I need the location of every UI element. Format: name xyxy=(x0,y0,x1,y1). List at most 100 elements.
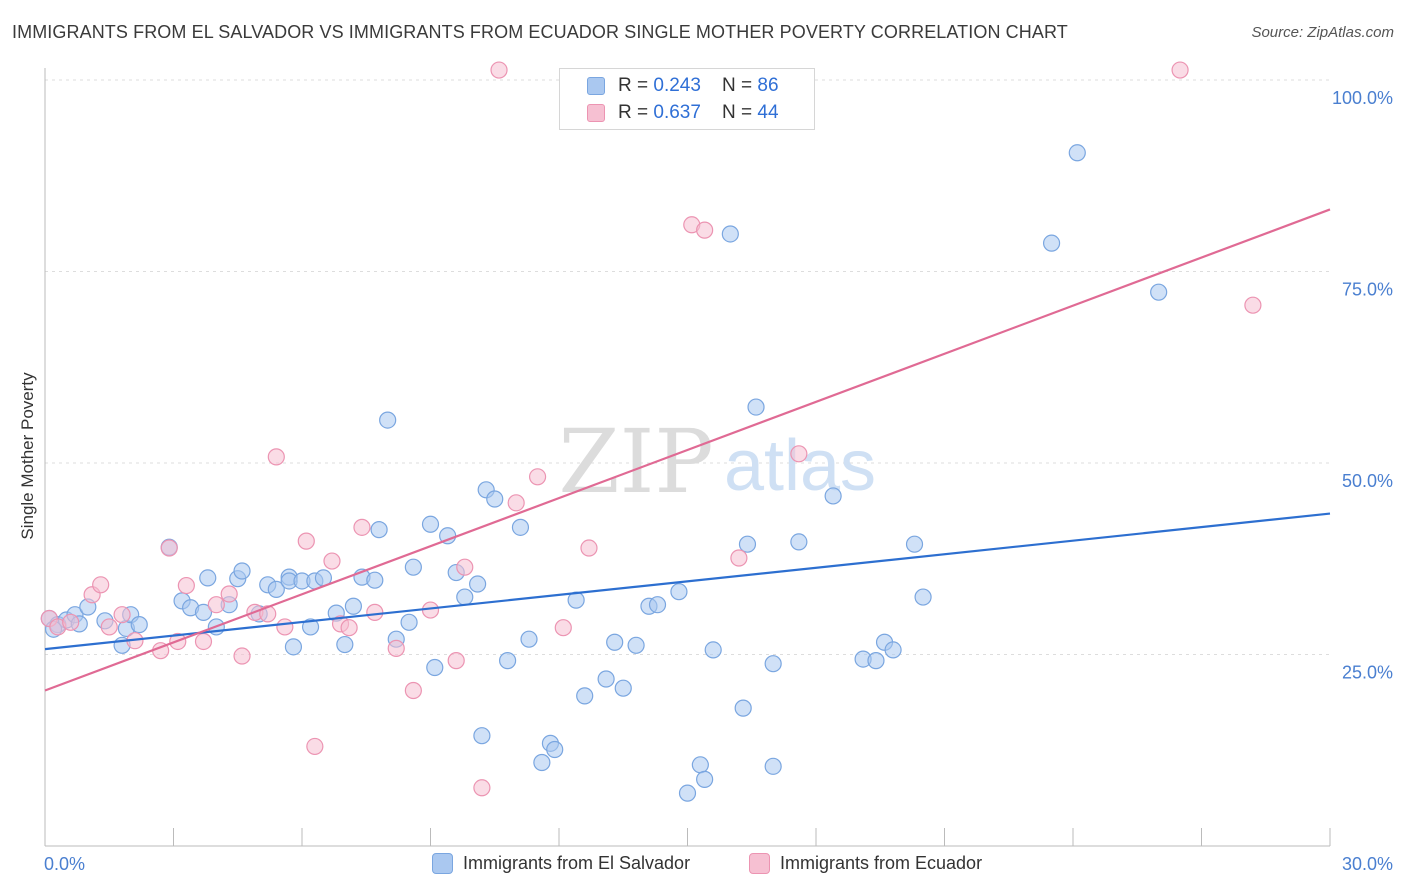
point-ecuador xyxy=(696,221,714,239)
point-ecuador xyxy=(233,647,251,665)
point-ecuador xyxy=(306,737,324,756)
point-el-salvador xyxy=(867,652,885,670)
point-ecuador xyxy=(100,618,118,636)
point-el-salvador xyxy=(790,533,808,551)
bottom-legend-label: Immigrants from El Salvador xyxy=(463,853,691,873)
point-ecuador xyxy=(580,539,598,557)
axes xyxy=(44,68,1331,847)
point-el-salvador xyxy=(511,518,530,536)
point-el-salvador xyxy=(370,521,388,539)
chart-title: IMMIGRANTS FROM EL SALVADOR VS IMMIGRANT… xyxy=(12,22,1068,42)
point-el-salvador xyxy=(721,225,739,243)
legend-n-label: N = xyxy=(722,75,758,96)
bottom-legend-label: Immigrants from Ecuador xyxy=(780,853,983,873)
bottom-legend-swatch-blue xyxy=(432,853,453,874)
point-ecuador xyxy=(194,632,213,651)
point-ecuador xyxy=(259,605,277,623)
correlation-legend: R = 0.243 N = 86 R = 0.637 N = 44 xyxy=(559,68,815,130)
point-el-salvador xyxy=(456,588,474,606)
point-ecuador xyxy=(1171,61,1189,79)
point-el-salvador xyxy=(884,641,902,659)
y-tick-label: 50.0% xyxy=(1342,471,1393,491)
point-el-salvador xyxy=(426,658,444,677)
point-el-salvador xyxy=(678,784,697,802)
watermark: ZIP atlas xyxy=(558,410,876,513)
watermark-atlas: atlas xyxy=(724,426,876,506)
point-el-salvador xyxy=(404,558,422,576)
point-el-salvador xyxy=(747,398,765,416)
point-ecuador xyxy=(473,779,491,797)
point-el-salvador xyxy=(764,757,782,775)
point-el-salvador xyxy=(576,687,594,705)
point-el-salvador xyxy=(914,588,932,606)
point-ecuador xyxy=(456,558,474,576)
point-el-salvador xyxy=(606,633,624,651)
bottom-legend-swatch-pink xyxy=(749,853,770,874)
x-tick-labels: 0.0% 30.0% xyxy=(44,854,1393,874)
point-el-salvador xyxy=(199,569,217,587)
point-el-salvador xyxy=(704,641,722,659)
legend-r-value: 0.637 xyxy=(653,102,701,123)
point-el-salvador xyxy=(267,580,285,598)
trend-line-el-salvador xyxy=(44,512,1331,651)
legend-r-value: 0.243 xyxy=(653,75,701,96)
point-ecuador xyxy=(113,606,131,624)
watermark-zip: ZIP xyxy=(558,410,713,513)
point-el-salvador xyxy=(546,740,564,759)
point-el-salvador xyxy=(614,679,632,697)
legend-swatch-pink xyxy=(587,104,605,122)
point-ecuador xyxy=(340,619,358,637)
point-el-salvador xyxy=(1042,234,1061,252)
point-el-salvador xyxy=(533,753,551,772)
point-ecuador xyxy=(353,518,371,536)
point-el-salvador xyxy=(670,583,688,601)
legend-r-label: R = xyxy=(618,75,654,96)
point-el-salvador xyxy=(301,618,320,636)
point-el-salvador xyxy=(469,575,487,593)
point-ecuador xyxy=(207,596,225,614)
point-el-salvador xyxy=(738,535,757,553)
legend-r-label: R = xyxy=(618,102,654,123)
point-ecuador xyxy=(447,652,465,670)
point-ecuador xyxy=(528,468,547,486)
point-el-salvador xyxy=(366,571,384,589)
legend-n-value: 44 xyxy=(757,102,779,123)
point-ecuador xyxy=(1244,296,1262,314)
point-ecuador xyxy=(160,539,178,557)
point-el-salvador xyxy=(764,655,782,673)
legend-swatch-blue xyxy=(587,77,605,95)
point-ecuador xyxy=(554,619,572,637)
point-ecuador xyxy=(62,613,80,631)
point-ecuador xyxy=(490,61,508,79)
point-el-salvador xyxy=(1150,283,1168,301)
point-ecuador xyxy=(220,585,238,603)
point-el-salvador xyxy=(233,562,251,580)
point-el-salvador xyxy=(597,670,615,688)
legend-n-label: N = xyxy=(722,102,758,123)
point-el-salvador xyxy=(734,699,752,717)
point-ecuador xyxy=(92,576,110,594)
point-el-salvador xyxy=(344,597,362,615)
legend-n-value: 86 xyxy=(757,75,779,96)
point-el-salvador xyxy=(499,652,517,670)
point-el-salvador xyxy=(486,490,504,508)
point-ecuador xyxy=(276,618,294,636)
point-el-salvador xyxy=(627,636,645,654)
point-el-salvador xyxy=(421,515,440,533)
point-el-salvador xyxy=(336,635,354,654)
point-ecuador xyxy=(507,494,525,512)
x-tick-label: 30.0% xyxy=(1342,854,1393,874)
y-tick-label: 25.0% xyxy=(1342,663,1393,683)
trend-lines xyxy=(44,208,1331,692)
point-ecuador xyxy=(267,448,285,466)
trend-line-ecuador xyxy=(44,208,1331,692)
point-el-salvador xyxy=(379,411,397,429)
point-el-salvador xyxy=(194,603,213,621)
point-ecuador xyxy=(323,552,341,570)
point-ecuador xyxy=(177,576,195,595)
point-ecuador xyxy=(387,639,405,657)
y-tick-labels: 25.0% 50.0% 75.0% 100.0% xyxy=(1332,88,1393,683)
y-tick-label: 100.0% xyxy=(1332,88,1393,108)
point-ecuador xyxy=(366,603,384,621)
point-el-salvador xyxy=(520,630,538,648)
